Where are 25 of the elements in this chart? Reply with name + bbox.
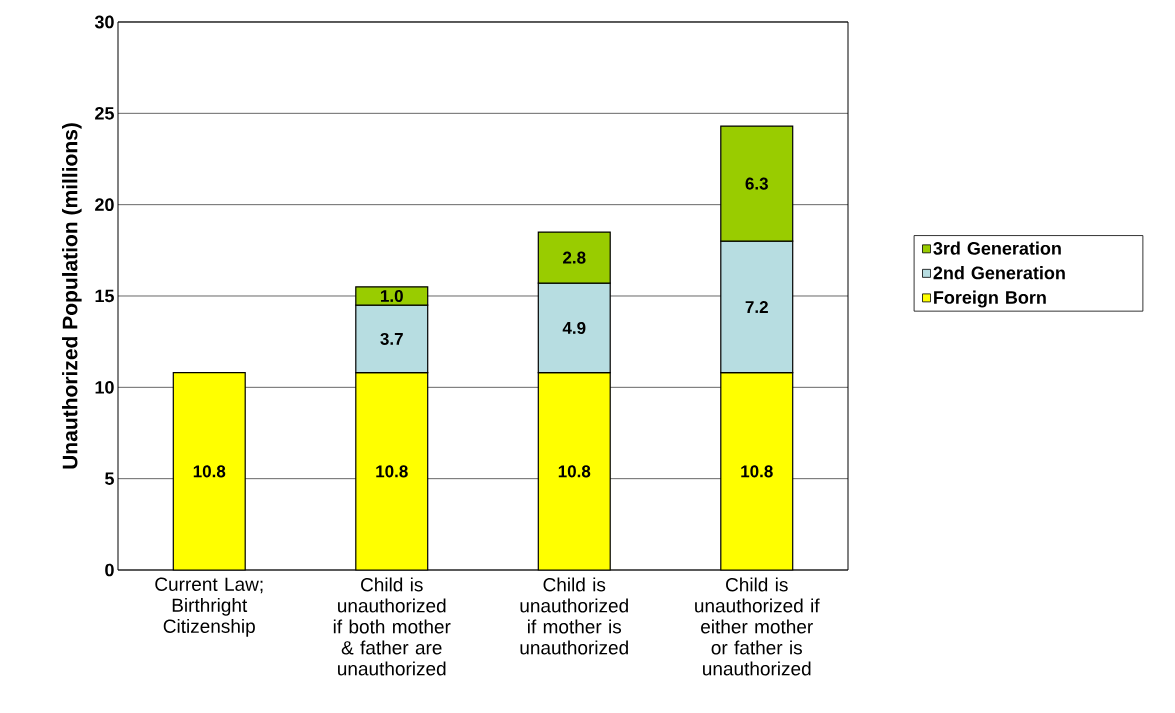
data-label: 6.3 [745, 177, 768, 190]
x-tick-label: Child is unauthorized if both mother & father are unauthorized [333, 577, 451, 676]
legend-label: Foreign Born [934, 290, 1046, 308]
legend-label: 3rd Generation [933, 241, 1061, 255]
data-label: 3.7 [380, 332, 403, 345]
x-tick-label: Child is unauthorized if mother is unauthorized [520, 577, 628, 655]
y-tick-label: 10 [95, 380, 114, 394]
data-label: 10.8 [376, 465, 408, 478]
y-tick-label: 15 [95, 289, 114, 303]
data-label: 10.8 [558, 465, 591, 478]
data-label: 1.0 [381, 289, 403, 303]
data-label: 4.9 [562, 321, 586, 334]
legend-label: 2nd Generation [933, 266, 1065, 280]
x-tick-label: Current Law; Birthright Citizenship [155, 577, 263, 637]
y-tick-label: 20 [95, 198, 114, 212]
data-label: 7.2 [745, 301, 768, 313]
y-tick-label: 25 [95, 106, 114, 120]
y-tick-label: 5 [105, 472, 114, 485]
data-label: 10.8 [741, 465, 773, 478]
y-tick-label: 30 [94, 15, 114, 29]
data-label: 2.8 [563, 251, 586, 264]
data-label: 10.8 [193, 465, 226, 478]
y-tick-label: 0 [105, 563, 114, 577]
y-axis-title: Unauthorized Population (millions) [62, 123, 82, 469]
x-tick-label: Child is unauthorized if either mother or father is unauthorized [695, 577, 820, 676]
